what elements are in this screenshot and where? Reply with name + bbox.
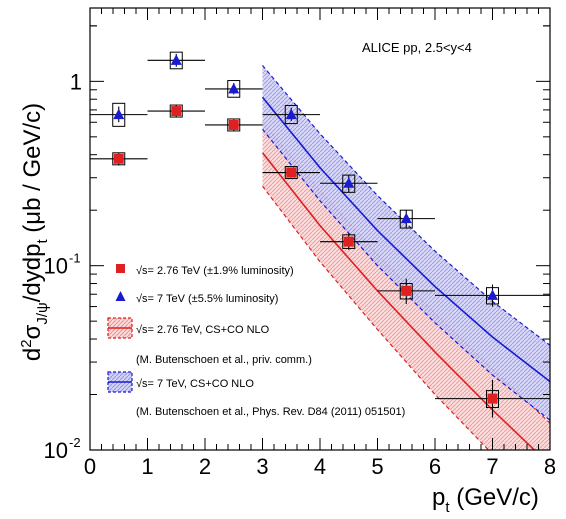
triangle-marker: [228, 83, 239, 94]
x-tick-label: 4: [314, 454, 326, 479]
legend-note: (M. Butenschoen et al., priv. comm.): [136, 354, 312, 366]
triangle-marker: [487, 289, 498, 300]
triangle-marker: [171, 54, 182, 65]
series-7tev-point: [90, 103, 148, 126]
triangle-marker: [401, 213, 412, 224]
legend-square-marker: [116, 264, 125, 273]
square-marker: [171, 106, 181, 116]
series-276tev-point: [148, 105, 206, 117]
square-marker: [229, 120, 239, 130]
legend-note: (M. Butenschoen et al., Phys. Rev. D84 (…: [136, 406, 405, 418]
x-tick-label: 2: [199, 454, 211, 479]
series-7tev-point: [148, 52, 206, 69]
legend-triangle-marker: [116, 291, 126, 301]
series-7tev-point: [205, 81, 263, 98]
legend-entry: (M. Butenschoen et al., Phys. Rev. D84 (…: [136, 406, 405, 418]
square-marker: [114, 154, 124, 164]
x-tick-label: 6: [429, 454, 441, 479]
x-axis-label: pt (GeV/c): [432, 484, 539, 516]
x-tick-label: 0: [84, 454, 96, 479]
legend-entry: (M. Butenschoen et al., priv. comm.): [136, 354, 312, 366]
triangle-marker: [113, 109, 124, 120]
legend-label: √s= 2.76 TeV, CS+CO NLO: [136, 324, 270, 336]
square-marker: [344, 237, 354, 247]
y-axis-label: d2σJ/ψ/dydpt (μb / GeV/c): [18, 103, 51, 361]
series-276tev-point: [90, 153, 148, 166]
legend-label: √s= 7 TeV, CS+CO NLO: [136, 378, 254, 390]
square-marker: [286, 168, 296, 178]
y-tick-exponent: -1: [69, 251, 81, 266]
legend-entry: √s= 2.76 TeV (±1.9% luminosity): [116, 264, 294, 277]
y-tick-label: 1: [70, 69, 82, 94]
legend-entry: √s= 7 TeV, CS+CO NLO: [108, 372, 254, 392]
y-tick-label: 10: [44, 438, 68, 463]
experiment-annotation: ALICE pp, 2.5<y<4: [362, 40, 472, 55]
legend-label: √s= 7 TeV (±5.5% luminosity): [136, 293, 278, 305]
y-tick-label: 10: [44, 254, 68, 279]
legend-entry: √s= 7 TeV (±5.5% luminosity): [116, 291, 279, 305]
square-marker: [488, 394, 498, 404]
x-tick-label: 7: [486, 454, 498, 479]
x-tick-label: 3: [256, 454, 268, 479]
square-marker: [401, 286, 411, 296]
legend-label: √s= 2.76 TeV (±1.9% luminosity): [136, 265, 294, 277]
x-tick-label: 5: [371, 454, 383, 479]
y-tick-exponent: -2: [69, 435, 81, 450]
x-tick-label: 8: [544, 454, 556, 479]
series-276tev-point: [205, 119, 263, 131]
x-tick-label: 1: [141, 454, 153, 479]
legend-entry: √s= 2.76 TeV, CS+CO NLO: [108, 318, 270, 338]
